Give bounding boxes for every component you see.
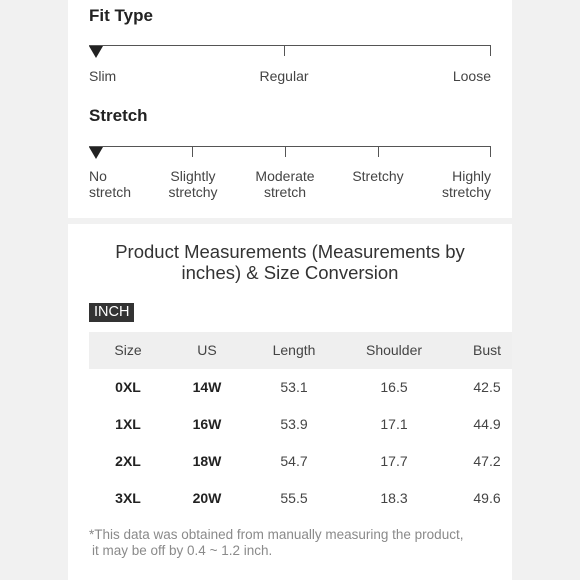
fit-type-selected-marker	[89, 46, 103, 58]
column-header-length: Length	[272, 342, 316, 358]
stretch-tick	[490, 146, 491, 157]
table-row: 0XL 14W 53.1 16.5 42.5	[89, 369, 512, 406]
cell-shoulder: 17.1	[380, 416, 408, 432]
cell-size: 2XL	[115, 453, 141, 469]
fit-type-tick	[284, 45, 285, 56]
table-row: 2XL 18W 54.7 17.7 47.2	[89, 443, 512, 480]
measurements-card: Product Measurements (Measurements by in…	[68, 224, 512, 580]
stretch-option-moderate-stretch: Moderate stretch	[255, 168, 315, 200]
fit-stretch-card: Fit Type Slim Regular Loose Stretch No st…	[68, 0, 512, 218]
measurement-disclaimer: *This data was obtained from manually me…	[89, 527, 464, 558]
cell-length: 53.9	[280, 416, 308, 432]
fit-type-option-regular: Regular	[259, 68, 309, 84]
measurements-table: Size US Length Shoulder Bust 0XL 14W 53.…	[89, 332, 512, 517]
stretch-selected-marker	[89, 147, 103, 159]
cell-shoulder: 18.3	[380, 490, 408, 506]
measurements-title: Product Measurements (Measurements by in…	[115, 241, 465, 283]
cell-size: 0XL	[115, 379, 141, 395]
stretch-tick	[192, 146, 193, 157]
cell-length: 54.7	[280, 453, 308, 469]
unit-badge: INCH	[89, 303, 135, 322]
stretch-tick	[285, 146, 286, 157]
cell-bust: 44.9	[473, 416, 501, 432]
stretch-option-highly-stretchy: Highly stretchy	[441, 168, 491, 200]
cell-bust: 47.2	[473, 453, 501, 469]
fit-type-option-loose: Loose	[452, 68, 491, 84]
column-header-us: US	[197, 342, 217, 358]
stretch-option-no-stretch: No stretch	[89, 168, 132, 200]
cell-us: 20W	[192, 490, 222, 506]
table-row: 3XL 20W 55.5 18.3 49.6	[89, 480, 512, 517]
stretch-title: Stretch	[89, 106, 148, 125]
fit-type-title: Fit Type	[89, 6, 153, 25]
cell-length: 53.1	[280, 379, 308, 395]
table-row: 1XL 16W 53.9 17.1 44.9	[89, 406, 512, 443]
column-header-bust: Bust	[472, 342, 502, 358]
table-header-row: Size US Length Shoulder Bust	[89, 332, 512, 369]
cell-bust: 49.6	[473, 490, 501, 506]
stretch-option-stretchy: Stretchy	[352, 168, 404, 184]
cell-shoulder: 16.5	[380, 379, 408, 395]
cell-shoulder: 17.7	[380, 453, 408, 469]
cell-us: 14W	[192, 379, 222, 395]
cell-length: 55.5	[280, 490, 308, 506]
fit-type-option-slim: Slim	[89, 68, 117, 84]
column-header-shoulder: Shoulder	[365, 342, 423, 358]
fit-type-tick	[490, 45, 491, 56]
stretch-option-slightly-stretchy: Slightly stretchy	[168, 168, 218, 200]
column-header-size: Size	[114, 342, 142, 358]
stretch-scale-line	[89, 146, 491, 147]
cell-size: 1XL	[115, 416, 141, 432]
cell-size: 3XL	[115, 490, 141, 506]
cell-us: 16W	[192, 416, 222, 432]
cell-bust: 42.5	[473, 379, 501, 395]
stretch-tick	[378, 146, 379, 157]
fit-type-scale-line	[89, 45, 491, 46]
cell-us: 18W	[192, 453, 222, 469]
